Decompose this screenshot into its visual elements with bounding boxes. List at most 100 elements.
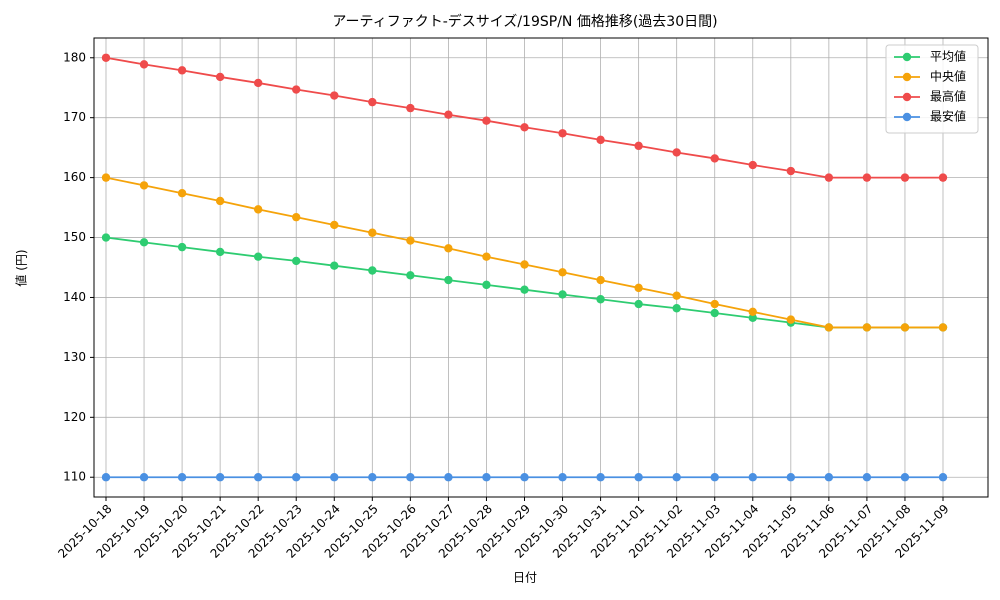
y-tick-label: 150 <box>63 230 86 244</box>
data-point <box>634 473 643 482</box>
data-point <box>900 173 910 182</box>
data-point <box>253 252 263 261</box>
legend-label: 最高値 <box>930 89 966 104</box>
data-point <box>253 473 263 482</box>
data-point <box>406 236 415 245</box>
data-point <box>824 173 834 182</box>
y-tick-label: 120 <box>63 410 86 424</box>
data-point <box>634 141 643 151</box>
data-point <box>406 271 415 280</box>
legend-marker <box>902 52 912 62</box>
data-point <box>748 307 757 317</box>
data-point <box>520 285 529 294</box>
data-point <box>710 154 719 163</box>
data-point <box>253 205 263 214</box>
data-point <box>444 473 453 482</box>
data-point <box>330 91 339 100</box>
data-point <box>938 173 948 182</box>
data-point <box>292 256 301 266</box>
data-point <box>482 280 491 290</box>
data-point <box>786 473 796 482</box>
data-point <box>406 103 415 113</box>
data-point <box>368 228 377 237</box>
data-point <box>900 323 910 332</box>
y-tick-label: 160 <box>63 170 86 184</box>
y-axis-label: 値 (円) <box>14 249 29 286</box>
data-point <box>672 291 681 300</box>
data-point <box>177 473 187 482</box>
data-point <box>558 473 567 482</box>
data-point <box>824 473 834 482</box>
data-point <box>596 473 605 482</box>
y-tick-label: 170 <box>63 110 86 124</box>
data-point <box>748 313 757 323</box>
y-tick-label: 110 <box>63 470 86 484</box>
legend-marker <box>902 72 912 82</box>
legend-label: 中央値 <box>930 69 966 84</box>
data-point <box>900 473 910 482</box>
data-point <box>292 212 301 222</box>
data-point <box>520 123 529 132</box>
data-point <box>862 173 872 182</box>
data-point <box>558 129 567 138</box>
data-point <box>710 299 719 309</box>
data-point <box>368 473 377 482</box>
data-point <box>330 473 339 482</box>
data-point <box>710 308 719 318</box>
data-point <box>672 304 681 313</box>
data-point <box>444 275 453 285</box>
data-point <box>177 66 187 75</box>
y-tick-label: 140 <box>63 290 86 304</box>
plot-frame <box>93 37 989 498</box>
data-point <box>596 135 605 145</box>
data-point <box>596 275 605 285</box>
data-point <box>634 283 643 293</box>
data-point <box>558 290 567 299</box>
data-point <box>215 196 225 206</box>
data-point <box>139 60 149 69</box>
legend-box <box>885 44 979 134</box>
data-point <box>177 188 187 198</box>
data-point <box>444 244 453 253</box>
data-point <box>748 473 757 482</box>
data-point <box>520 260 529 269</box>
data-point <box>862 473 872 482</box>
data-point <box>215 72 225 82</box>
data-point <box>482 252 491 261</box>
data-point <box>938 323 948 332</box>
data-point <box>139 238 149 247</box>
data-point <box>330 220 339 230</box>
data-point <box>101 53 111 62</box>
data-point <box>672 148 681 157</box>
data-point <box>368 97 377 107</box>
data-point <box>101 173 111 182</box>
legend-label: 最安値 <box>930 109 966 124</box>
data-point <box>292 473 301 482</box>
data-point <box>330 261 339 270</box>
data-point <box>444 110 453 119</box>
data-point <box>139 181 149 190</box>
legend-marker <box>902 112 912 122</box>
y-tick-label: 130 <box>63 350 86 364</box>
data-point <box>406 473 415 482</box>
x-axis-label: 日付 <box>513 571 537 585</box>
legend-marker <box>902 92 912 102</box>
data-point <box>253 78 263 88</box>
data-point <box>634 299 643 309</box>
data-point <box>710 473 719 482</box>
data-point <box>368 266 377 275</box>
data-point <box>786 315 796 324</box>
chart-title: アーティファクト-デスサイズ/19SP/N 価格推移(過去30日間) <box>332 13 717 30</box>
data-point <box>101 233 111 242</box>
data-point <box>786 166 796 176</box>
data-point <box>748 160 757 170</box>
data-point <box>215 473 225 482</box>
data-point <box>139 473 149 482</box>
data-point <box>558 268 567 277</box>
data-point <box>482 116 491 125</box>
legend-label: 平均値 <box>930 49 966 64</box>
data-point <box>672 473 681 482</box>
data-point <box>101 473 111 482</box>
data-point <box>824 323 834 332</box>
